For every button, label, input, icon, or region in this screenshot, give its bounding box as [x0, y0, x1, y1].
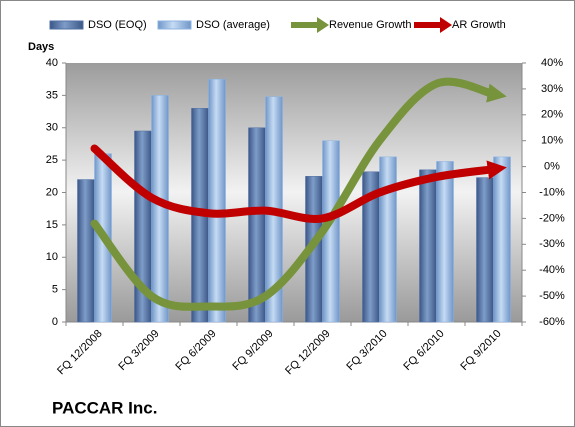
bar: [151, 95, 169, 323]
legend-label: Revenue Growth: [329, 19, 412, 31]
y2-tick-label: -10%: [539, 186, 565, 198]
legend-arrow: [317, 17, 329, 33]
y2-tick-label: -50%: [539, 290, 565, 302]
y-axis-label: Days: [28, 41, 54, 53]
y-tick-label: 10: [46, 251, 58, 263]
y2-tick-label: 20%: [541, 109, 563, 121]
y-tick-label: 15: [46, 219, 58, 231]
y2-tick-label: 0%: [544, 161, 560, 173]
legend-label: DSO (EOQ): [88, 19, 147, 31]
line: [90, 77, 507, 311]
y2-tick-label: 30%: [541, 83, 563, 95]
legend-label: DSO (average): [196, 19, 270, 31]
legend-swatch: [49, 20, 84, 30]
bar: [493, 156, 511, 323]
y-tick-label: 0: [52, 316, 58, 328]
bar: [248, 127, 266, 323]
bar: [77, 179, 95, 323]
bar: [419, 169, 437, 323]
bar: [208, 78, 226, 323]
y-tick-label: 30: [46, 122, 58, 134]
y-tick-label: 35: [46, 89, 58, 101]
legend-label: AR Growth: [452, 19, 506, 31]
y-tick-label: 20: [46, 186, 58, 198]
y2-tick-label: 40%: [541, 57, 563, 69]
chart-title: PACCAR Inc.: [52, 398, 157, 417]
y-tick-label: 5: [52, 284, 58, 296]
y2-tick-label: -40%: [539, 264, 565, 276]
y-tick-label: 25: [46, 154, 58, 166]
y2-tick-label: -20%: [539, 212, 565, 224]
y2-tick-label: -60%: [539, 316, 565, 328]
bar: [476, 177, 494, 323]
bar: [379, 156, 397, 323]
y2-tick-label: -30%: [539, 238, 565, 250]
y-tick-label: 40: [46, 57, 58, 69]
legend-swatch: [157, 20, 192, 30]
bar: [436, 161, 454, 323]
y2-tick-label: 10%: [541, 135, 563, 147]
line: [90, 144, 507, 223]
legend-arrow: [440, 17, 452, 33]
